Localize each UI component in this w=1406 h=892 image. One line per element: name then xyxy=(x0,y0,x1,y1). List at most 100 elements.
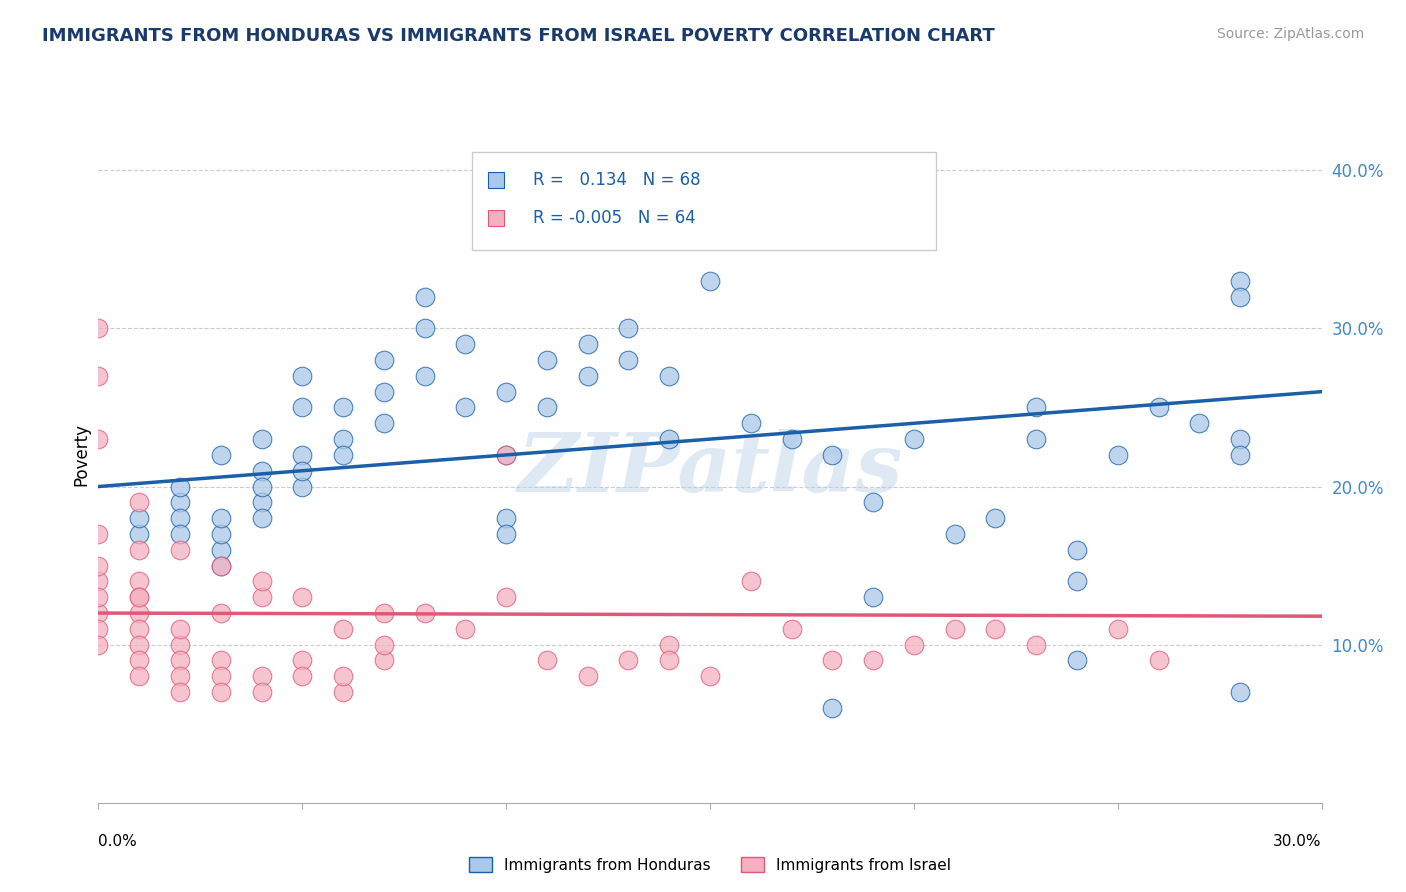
Point xyxy=(984,511,1007,525)
Point xyxy=(984,622,1007,636)
Point xyxy=(1025,638,1047,652)
Point xyxy=(658,368,681,383)
Y-axis label: Poverty: Poverty xyxy=(72,424,90,486)
Point xyxy=(128,527,150,541)
Point xyxy=(821,701,844,715)
Point xyxy=(291,464,314,478)
Point xyxy=(413,606,436,620)
Point xyxy=(332,685,354,699)
Point xyxy=(413,321,436,335)
Point xyxy=(943,622,966,636)
Point xyxy=(373,653,395,667)
Point xyxy=(536,653,558,667)
Point xyxy=(658,432,681,446)
Point xyxy=(87,638,110,652)
Point xyxy=(169,511,191,525)
Point xyxy=(169,622,191,636)
Point xyxy=(87,574,110,589)
Point xyxy=(128,622,150,636)
Point xyxy=(373,638,395,652)
Point xyxy=(169,495,191,509)
Point xyxy=(617,321,640,335)
Point xyxy=(291,653,314,667)
Point xyxy=(454,337,477,351)
Point xyxy=(209,685,232,699)
Point xyxy=(291,448,314,462)
Point xyxy=(373,353,395,368)
Point xyxy=(658,638,681,652)
Point xyxy=(821,653,844,667)
Point xyxy=(87,606,110,620)
Point xyxy=(209,558,232,573)
Point xyxy=(1188,417,1211,431)
Text: ZIPatlas: ZIPatlas xyxy=(517,429,903,508)
Point xyxy=(87,432,110,446)
Point xyxy=(291,368,314,383)
Point xyxy=(413,290,436,304)
Point xyxy=(1066,574,1088,589)
Point xyxy=(495,384,517,399)
Point xyxy=(209,511,232,525)
Point xyxy=(332,448,354,462)
Point xyxy=(821,448,844,462)
Point xyxy=(169,527,191,541)
Point xyxy=(495,511,517,525)
Point xyxy=(209,448,232,462)
Point xyxy=(169,685,191,699)
Point xyxy=(903,432,925,446)
Point xyxy=(495,448,517,462)
Point xyxy=(1107,622,1129,636)
Point xyxy=(536,401,558,415)
Point xyxy=(1025,432,1047,446)
Point xyxy=(373,606,395,620)
Point xyxy=(740,417,762,431)
Text: 0.0%: 0.0% xyxy=(98,834,138,849)
Point xyxy=(209,527,232,541)
Point xyxy=(617,353,640,368)
Text: 30.0%: 30.0% xyxy=(1274,834,1322,849)
Point xyxy=(454,401,477,415)
Point xyxy=(169,479,191,493)
Point xyxy=(209,606,232,620)
Point xyxy=(128,574,150,589)
Point xyxy=(699,669,721,683)
Point xyxy=(1229,685,1251,699)
Text: R =   0.134   N = 68: R = 0.134 N = 68 xyxy=(533,171,700,189)
Point xyxy=(169,669,191,683)
Point xyxy=(87,591,110,605)
Point xyxy=(1147,401,1170,415)
Point xyxy=(87,558,110,573)
Point xyxy=(332,432,354,446)
Point xyxy=(1147,653,1170,667)
Point xyxy=(495,591,517,605)
Point xyxy=(373,417,395,431)
Point xyxy=(209,542,232,557)
Point xyxy=(862,653,884,667)
Text: Source: ZipAtlas.com: Source: ZipAtlas.com xyxy=(1216,27,1364,41)
Point xyxy=(1066,542,1088,557)
Point xyxy=(699,227,721,241)
Point xyxy=(128,669,150,683)
Point xyxy=(209,669,232,683)
Point xyxy=(332,622,354,636)
Point xyxy=(250,432,273,446)
Point xyxy=(495,448,517,462)
Point xyxy=(291,401,314,415)
Point xyxy=(250,464,273,478)
Point xyxy=(413,368,436,383)
Point xyxy=(250,591,273,605)
Point xyxy=(209,558,232,573)
Point xyxy=(169,653,191,667)
Point xyxy=(250,574,273,589)
Point xyxy=(128,495,150,509)
Point xyxy=(576,368,599,383)
Legend: Immigrants from Honduras, Immigrants from Israel: Immigrants from Honduras, Immigrants fro… xyxy=(463,850,957,879)
Point xyxy=(454,622,477,636)
Point xyxy=(291,669,314,683)
Point xyxy=(780,432,803,446)
Point xyxy=(1229,448,1251,462)
Point xyxy=(128,591,150,605)
Point xyxy=(250,479,273,493)
Point xyxy=(291,591,314,605)
Point xyxy=(1025,401,1047,415)
